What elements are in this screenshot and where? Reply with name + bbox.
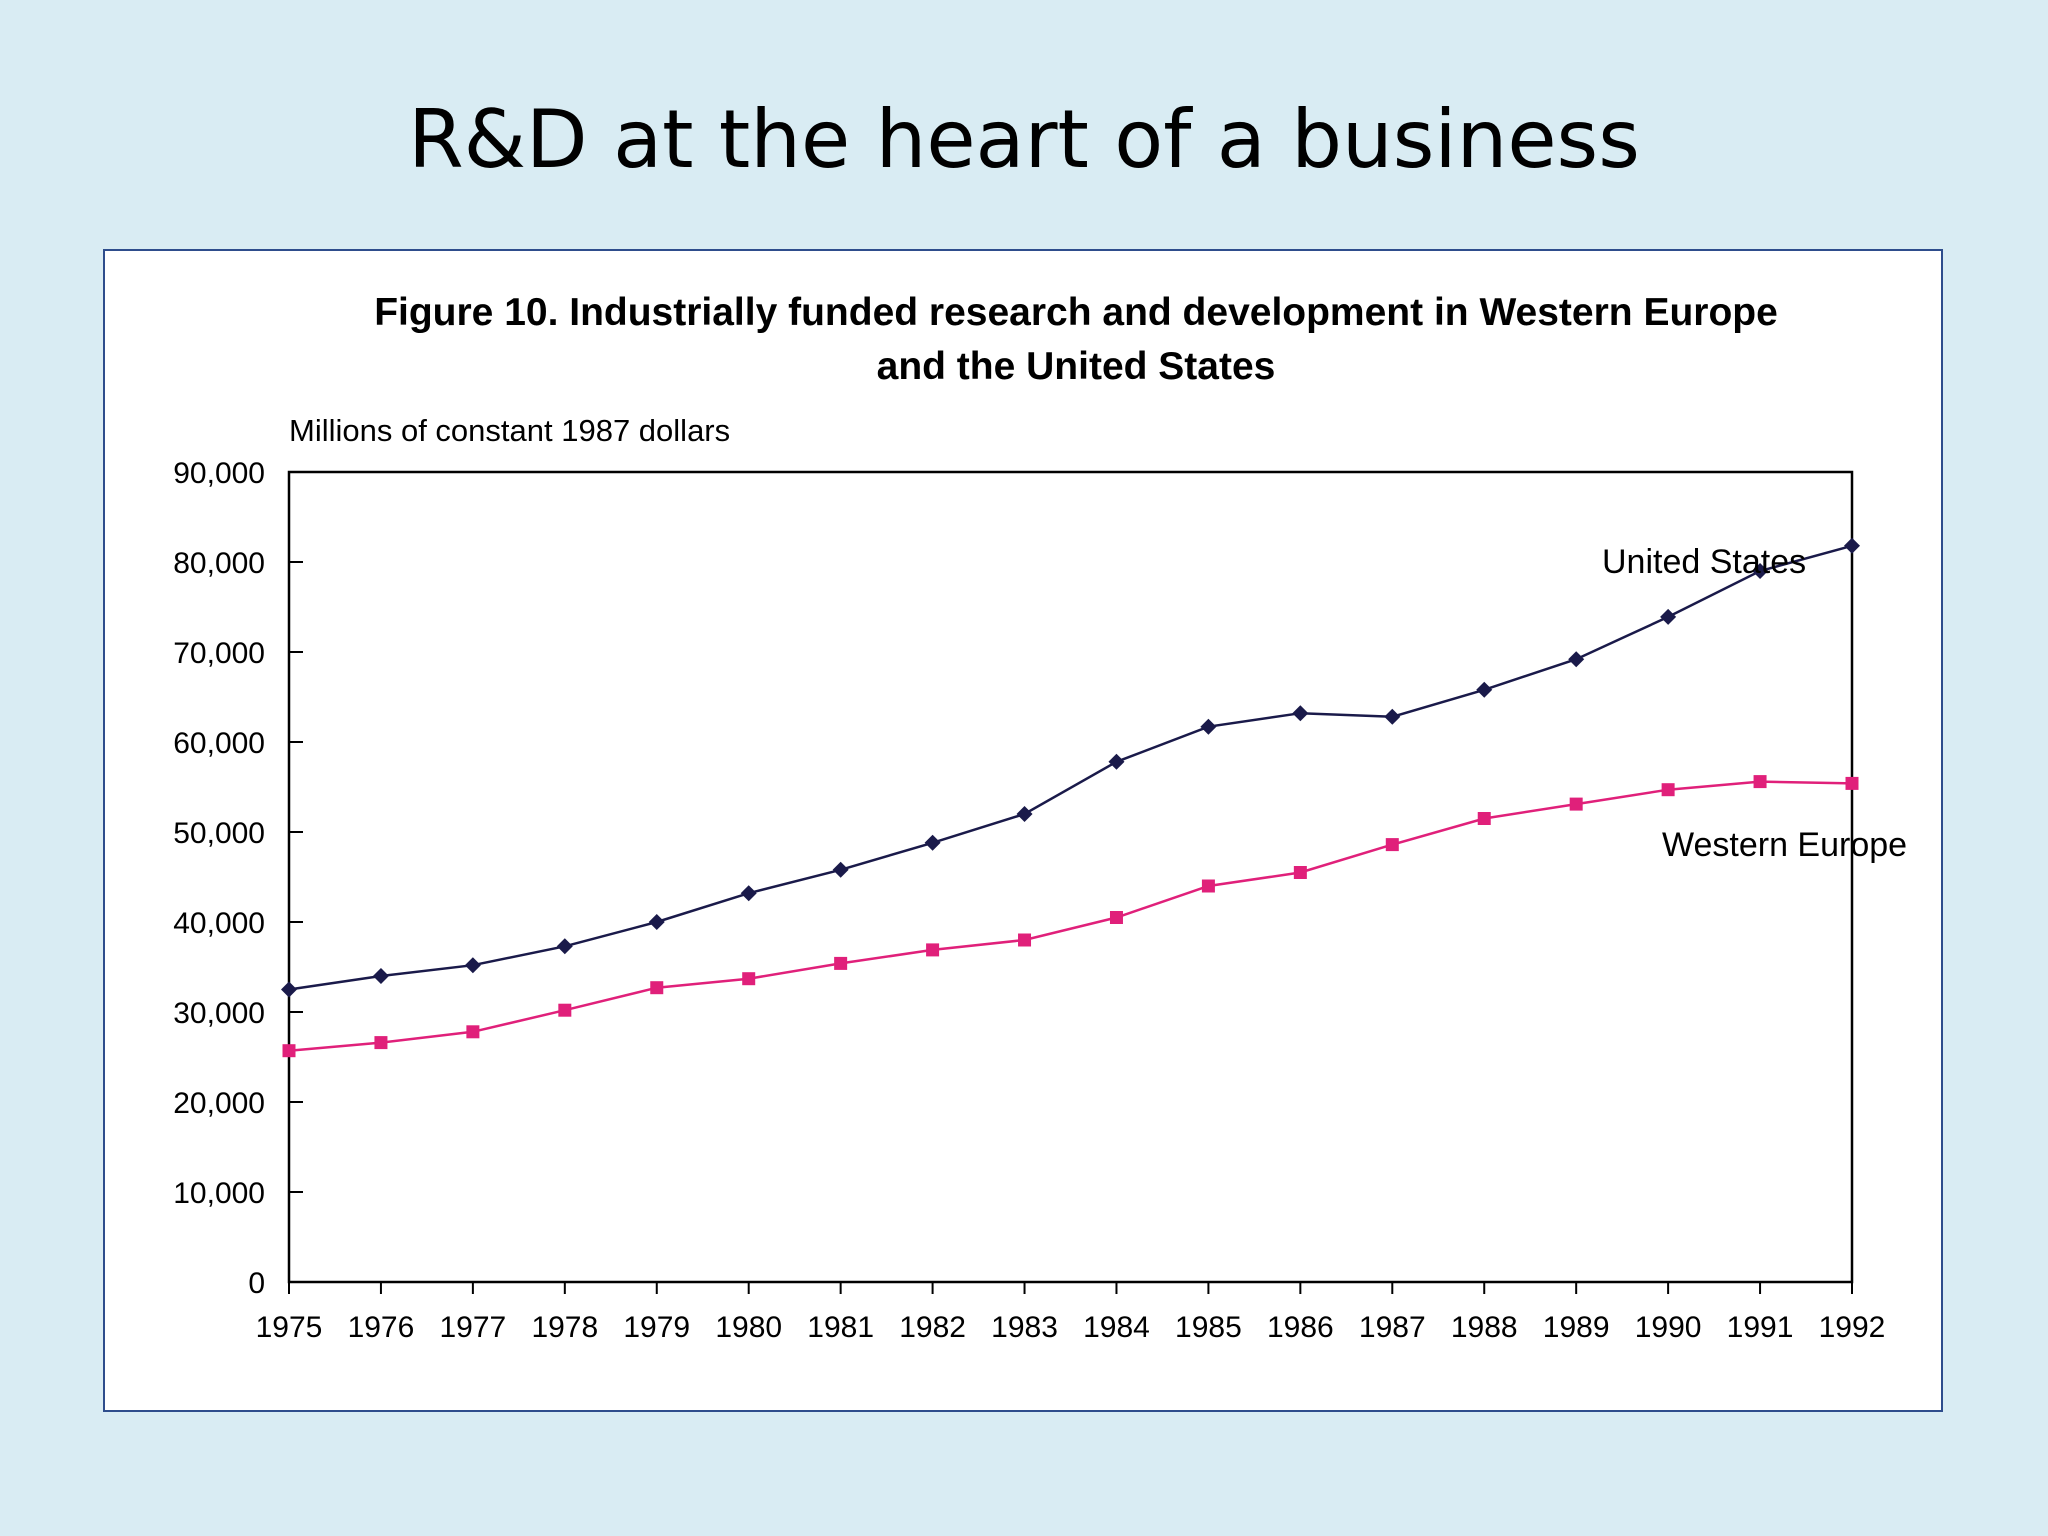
data-point-western-europe	[1018, 933, 1032, 947]
data-point-united-states	[1384, 708, 1401, 725]
x-tick-label: 1987	[1359, 1311, 1426, 1344]
rd-line-chart: Figure 10. Industrially funded research …	[173, 291, 1907, 1344]
data-point-western-europe	[1569, 797, 1583, 811]
data-point-western-europe	[834, 956, 848, 970]
x-tick-label: 1990	[1635, 1311, 1702, 1344]
x-tick-label: 1991	[1727, 1311, 1794, 1344]
series-line-western-europe	[288, 780, 1853, 1052]
data-point-western-europe	[1201, 879, 1215, 893]
data-point-western-europe	[1845, 776, 1859, 790]
y-tick-label: 40,000	[173, 907, 265, 940]
y-axis-label: Millions of constant 1987 dollars	[289, 413, 730, 448]
data-point-united-states	[372, 968, 389, 984]
y-tick-label: 30,000	[173, 997, 265, 1030]
series-layer	[281, 537, 1860, 1058]
data-point-western-europe	[1293, 866, 1307, 879]
data-point-united-states	[924, 834, 941, 851]
data-point-united-states	[1108, 753, 1125, 770]
x-tick-label: 1988	[1451, 1311, 1518, 1344]
y-axis: 0 10,000 20,000 30,000 40,000 50,000 60,000 70,…	[173, 457, 303, 1300]
y-tick-label: 80,000	[173, 547, 265, 580]
x-tick-label: 1980	[715, 1311, 782, 1344]
chart-title-line2: and the United States	[877, 345, 1276, 388]
chart-title: Figure 10. Industrially funded research …	[374, 291, 1778, 334]
y-tick-label: 70,000	[173, 637, 265, 670]
data-point-western-europe	[742, 972, 756, 986]
x-axis: 1975 1976 1977 1978 1979 1980 1981 1982 1983 1984…	[256, 1282, 1886, 1344]
series-label-united-states: United States	[1602, 543, 1806, 581]
data-point-western-europe	[1477, 812, 1491, 825]
data-point-united-states	[1016, 806, 1033, 822]
x-tick-label: 1992	[1819, 1311, 1886, 1344]
y-tick-label: 90,000	[173, 457, 265, 490]
data-point-united-states	[1844, 537, 1860, 554]
data-point-united-states	[740, 885, 757, 902]
data-point-western-europe	[466, 1025, 480, 1039]
data-point-western-europe	[1661, 783, 1675, 797]
y-tick-label: 10,000	[173, 1177, 265, 1210]
data-point-united-states	[1292, 705, 1309, 722]
data-point-united-states	[556, 938, 573, 955]
series-label-western-europe: Western Europe	[1662, 826, 1907, 864]
x-tick-label: 1981	[807, 1311, 874, 1344]
data-point-united-states	[1568, 651, 1585, 668]
x-tick-label: 1983	[991, 1311, 1058, 1344]
data-point-united-states	[648, 914, 665, 930]
data-point-united-states	[281, 981, 297, 998]
x-tick-label: 1985	[1175, 1311, 1242, 1344]
data-point-western-europe	[1753, 775, 1767, 789]
x-tick-label: 1989	[1543, 1311, 1610, 1344]
x-tick-label: 1982	[899, 1311, 966, 1344]
plot-frame	[287, 470, 1854, 1284]
data-point-western-europe	[282, 1044, 296, 1058]
data-point-united-states	[1200, 718, 1217, 735]
x-tick-label: 1979	[623, 1311, 690, 1344]
x-tick-label: 1986	[1267, 1311, 1334, 1344]
x-tick-label: 1976	[348, 1311, 415, 1344]
y-tick-label: 50,000	[173, 817, 265, 850]
x-tick-label: 1975	[256, 1311, 323, 1344]
data-point-united-states	[1660, 608, 1677, 625]
data-point-western-europe	[1109, 911, 1123, 924]
x-tick-label: 1984	[1083, 1311, 1150, 1344]
data-point-united-states	[464, 957, 481, 974]
y-tick-label: 20,000	[173, 1087, 265, 1120]
data-point-western-europe	[650, 981, 664, 995]
series-line-united-states	[288, 544, 1853, 991]
data-point-western-europe	[1385, 838, 1399, 852]
y-tick-label: 60,000	[173, 727, 265, 760]
data-point-united-states	[1476, 681, 1493, 698]
chart-panel: Figure 10. Industrially funded research …	[103, 249, 1943, 1412]
data-point-united-states	[832, 861, 849, 878]
data-point-western-europe	[558, 1003, 572, 1017]
data-point-western-europe	[374, 1036, 388, 1050]
x-tick-label: 1977	[440, 1311, 507, 1344]
slide-title: R&D at the heart of a business	[408, 93, 1640, 186]
data-point-western-europe	[926, 943, 940, 957]
x-tick-label: 1978	[531, 1311, 598, 1344]
y-tick-label: 0	[248, 1267, 265, 1300]
data-point-united-states	[1752, 563, 1769, 579]
